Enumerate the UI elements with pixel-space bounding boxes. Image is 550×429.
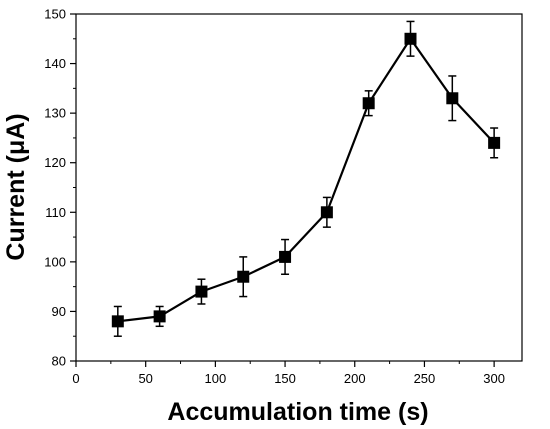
x-tick-label: 300 <box>483 371 505 386</box>
y-tick-label: 110 <box>45 205 66 220</box>
x-tick-label: 50 <box>138 371 152 386</box>
data-point-marker <box>362 97 375 110</box>
y-tick-label: 100 <box>44 254 66 269</box>
data-point-marker <box>446 92 459 105</box>
data-point-marker <box>320 206 333 219</box>
y-tick-label: 150 <box>44 7 66 22</box>
data-point-marker <box>237 270 250 283</box>
y-axis: 80 90 100 110 120 130 140 150 <box>44 7 76 369</box>
x-tick-label: 200 <box>344 371 366 386</box>
y-tick-label: 140 <box>44 56 66 71</box>
y-tick-label: 80 <box>52 354 66 369</box>
data-point-marker <box>111 315 124 328</box>
data-point-marker <box>279 250 292 263</box>
y-tick-label: 130 <box>44 106 66 121</box>
data-point-marker <box>195 285 208 298</box>
y-tick-label: 120 <box>44 155 66 170</box>
x-tick-label: 100 <box>205 371 227 386</box>
plot-area-border <box>75 13 523 362</box>
series-line <box>117 37 495 323</box>
plot-frame <box>75 13 523 362</box>
x-tick-label: 0 <box>72 371 79 386</box>
x-axis: 0 50 100 150 200 250 300 <box>72 361 505 386</box>
x-tick-label: 250 <box>414 371 436 386</box>
data-point-marker <box>404 32 417 45</box>
y-axis-title: Current (μA) <box>2 113 30 260</box>
y-tick-label: 90 <box>52 304 66 319</box>
data-point-marker <box>153 310 166 323</box>
data-series <box>111 20 501 337</box>
data-point-marker <box>488 136 501 149</box>
x-axis-title: Accumulation time (s) <box>167 398 428 426</box>
x-tick-label: 150 <box>274 371 296 386</box>
